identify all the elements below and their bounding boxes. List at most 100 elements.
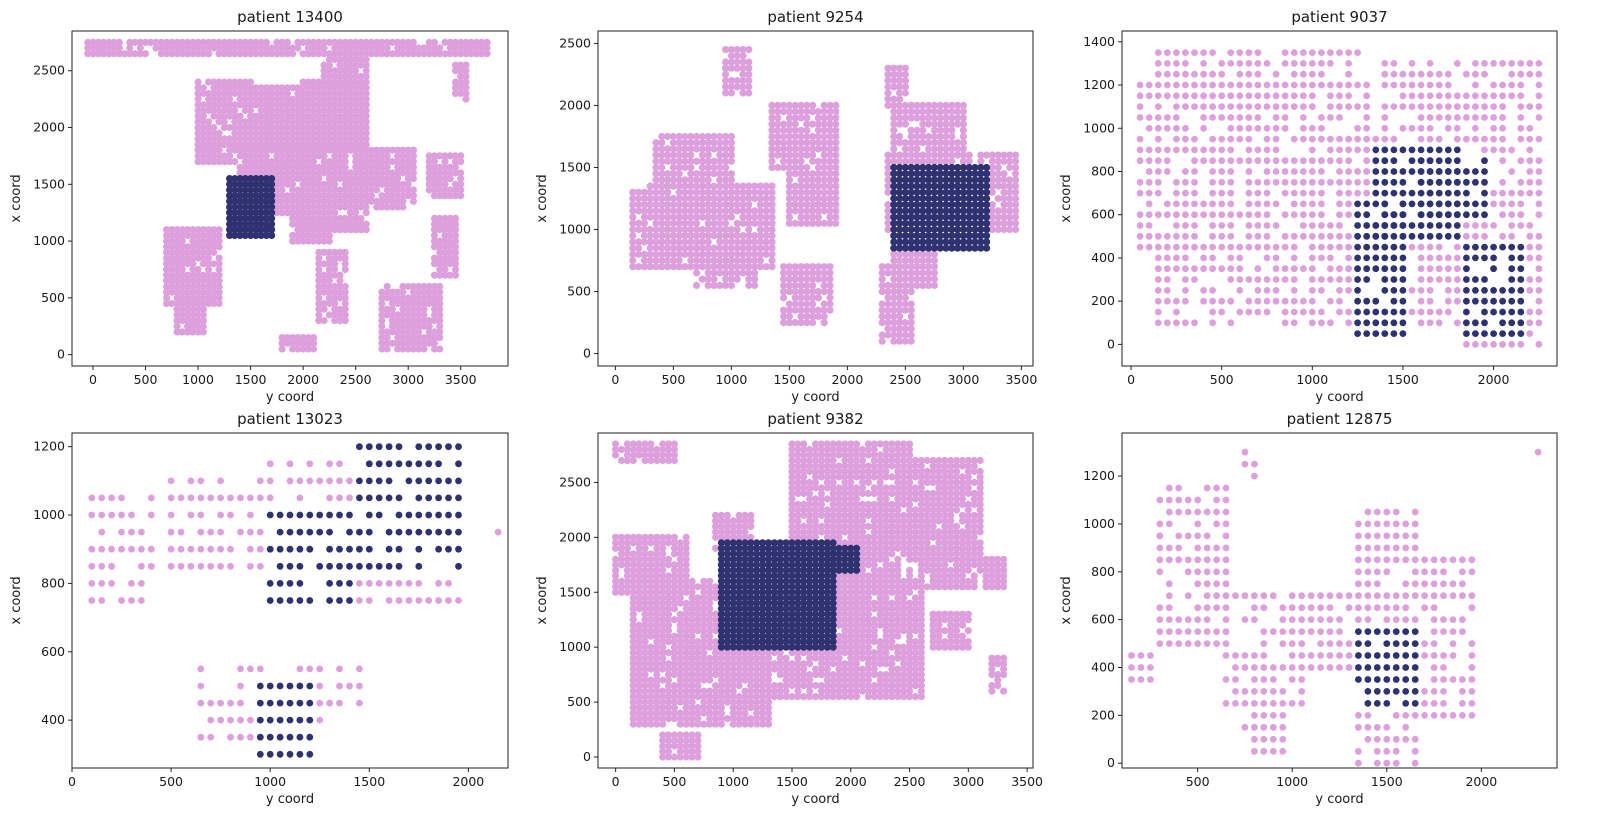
healthy-point: [241, 158, 249, 166]
healthy-point: [289, 192, 297, 200]
healthy-point: [346, 477, 353, 485]
healthy-point: [236, 169, 244, 177]
cancer-point: [1363, 276, 1371, 283]
healthy-point: [178, 305, 186, 313]
healthy-point: [383, 180, 391, 188]
x-tick-label: 500: [134, 372, 158, 387]
y-tick-label: 0: [57, 347, 65, 362]
healthy-point: [688, 599, 696, 607]
healthy-point: [1363, 114, 1371, 121]
cancer-point: [385, 477, 393, 485]
healthy-point: [310, 163, 318, 171]
healthy-point: [210, 129, 218, 137]
healthy-point: [712, 660, 720, 668]
healthy-point: [436, 334, 444, 342]
healthy-point: [215, 112, 223, 120]
healthy-point: [1154, 189, 1162, 197]
healthy-point: [727, 64, 736, 72]
cancer-point: [306, 750, 314, 758]
cancer-point: [919, 219, 927, 227]
healthy-point: [1136, 92, 1144, 100]
healthy-point: [670, 638, 679, 646]
healthy-point: [197, 477, 205, 485]
healthy-point: [669, 194, 678, 203]
healthy-point: [925, 275, 933, 283]
healthy-point: [687, 219, 695, 227]
healthy-point: [647, 561, 655, 569]
healthy-point: [215, 50, 223, 58]
healthy-point: [716, 238, 724, 246]
healthy-point: [739, 64, 747, 72]
healthy-point: [919, 139, 927, 147]
healthy-point: [1426, 70, 1434, 78]
healthy-point: [942, 145, 950, 153]
healthy-point: [1481, 60, 1488, 67]
healthy-point: [304, 141, 312, 149]
healthy-point: [289, 209, 297, 217]
healthy-point: [753, 709, 761, 717]
healthy-point: [1218, 232, 1226, 240]
healthy-point: [310, 214, 318, 222]
cancer-point: [1490, 287, 1497, 294]
cancer-point: [356, 443, 363, 451]
healthy-point: [751, 194, 759, 203]
cancer-point: [268, 192, 276, 200]
cancer-point: [346, 597, 353, 604]
healthy-point: [178, 237, 186, 245]
cancer-point: [346, 511, 353, 519]
healthy-point: [994, 213, 1002, 221]
healthy-point: [399, 146, 407, 154]
healthy-point: [1435, 319, 1443, 327]
healthy-point: [759, 682, 767, 690]
healthy-point: [352, 78, 360, 86]
healthy-point: [832, 188, 840, 196]
cancer-point: [346, 528, 353, 536]
healthy-point: [404, 322, 412, 330]
healthy-point: [227, 511, 234, 519]
healthy-point: [1000, 170, 1008, 178]
healthy-point: [1200, 297, 1207, 305]
healthy-point: [803, 145, 811, 153]
healthy-point: [1345, 319, 1352, 327]
healthy-point: [310, 146, 318, 154]
healthy-point: [762, 182, 770, 190]
healthy-point: [383, 305, 391, 313]
healthy-point: [820, 182, 828, 190]
healthy-point: [1308, 103, 1316, 110]
healthy-point: [173, 305, 181, 313]
healthy-point: [739, 201, 747, 209]
healthy-point: [226, 89, 234, 98]
healthy-point: [710, 232, 718, 240]
healthy-point: [1182, 49, 1189, 56]
healthy-point: [441, 214, 449, 222]
healthy-point: [441, 50, 449, 58]
healthy-point: [741, 709, 749, 717]
healthy-point: [890, 120, 898, 128]
cancer-point: [405, 511, 413, 519]
healthy-point: [722, 194, 730, 203]
healthy-point: [205, 135, 213, 143]
healthy-point: [236, 118, 244, 126]
healthy-point: [959, 101, 968, 109]
healthy-point: [451, 84, 460, 92]
healthy-point: [299, 129, 307, 137]
cancer-point: [276, 545, 284, 553]
healthy-point: [776, 654, 784, 662]
healthy-point: [237, 494, 244, 502]
healthy-point: [378, 328, 386, 336]
healthy-point: [1290, 135, 1298, 143]
cancer-point: [435, 511, 442, 519]
healthy-point: [1012, 225, 1020, 234]
healthy-point: [884, 101, 892, 109]
healthy-point: [383, 328, 391, 336]
healthy-point: [693, 188, 701, 196]
cancer-point: [1363, 265, 1371, 273]
healthy-point: [1345, 200, 1352, 208]
healthy-point: [1472, 222, 1479, 229]
healthy-point: [325, 141, 333, 149]
healthy-point: [803, 101, 811, 109]
healthy-point: [1218, 103, 1226, 110]
healthy-point: [682, 588, 690, 596]
healthy-point: [785, 207, 794, 215]
healthy-point: [1263, 189, 1271, 197]
